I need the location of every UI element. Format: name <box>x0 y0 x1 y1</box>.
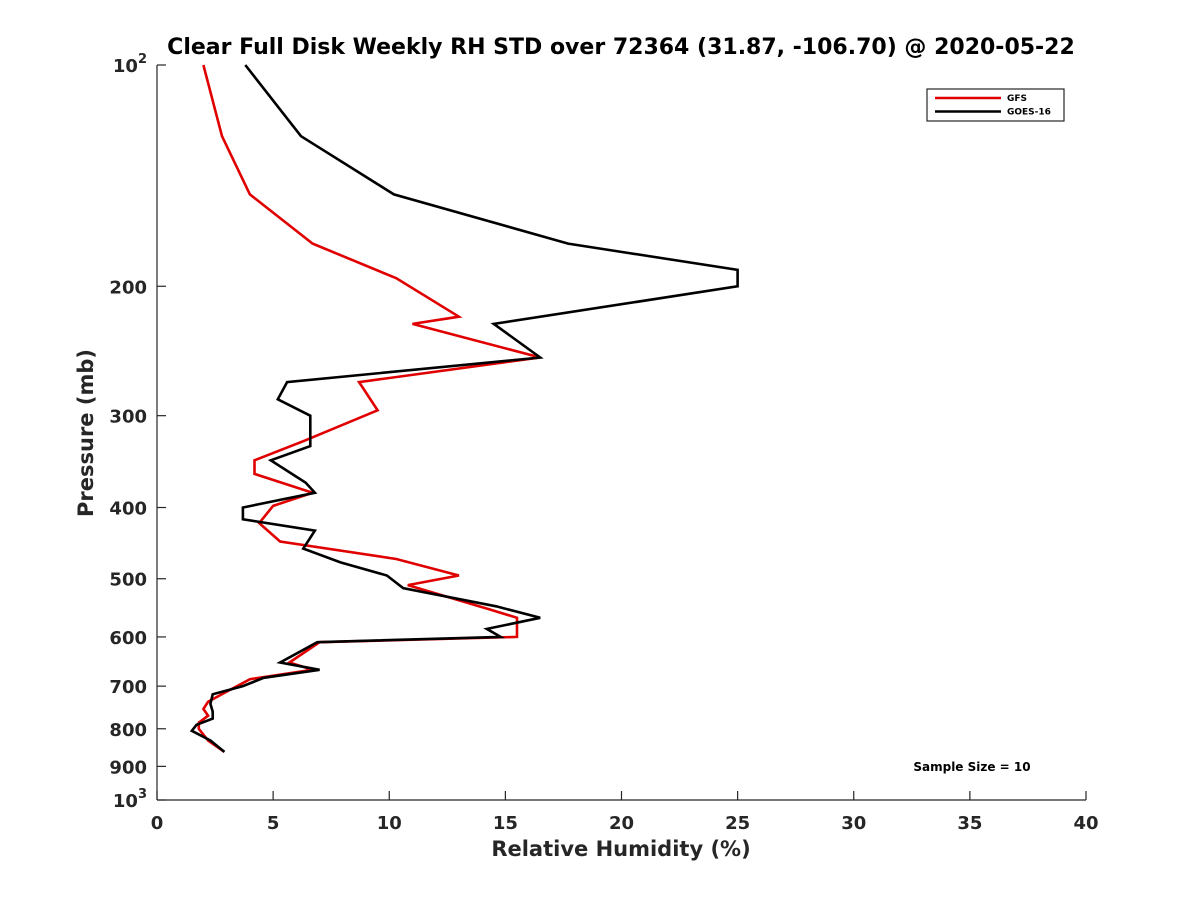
legend-label-goes-16: GOES-16 <box>1007 108 1051 118</box>
y-tick-label: 900 <box>109 757 147 778</box>
legend: GFS GOES-16 <box>926 88 1065 122</box>
y-tick-label: 300 <box>109 407 147 428</box>
y-tick-label: 102 <box>113 52 147 77</box>
y-tick-exponent: 3 <box>138 787 147 802</box>
x-tick-label: 35 <box>957 813 982 834</box>
y-tick-label: 500 <box>109 570 147 591</box>
y-tick-base: 10 <box>113 791 138 812</box>
x-tick-label: 10 <box>377 813 402 834</box>
x-tick-label: 25 <box>725 813 750 834</box>
x-tick-label: 15 <box>493 813 518 834</box>
y-tick-label: 400 <box>109 499 147 520</box>
y-tick-label: 600 <box>109 628 147 649</box>
series-line-gfs <box>197 64 541 753</box>
sample-size-annotation: Sample Size = 10 <box>913 760 1030 774</box>
y-tick-exponent: 2 <box>138 52 147 67</box>
y-axis-label: Pressure (mb) <box>74 349 98 517</box>
y-tick-label: 103 <box>113 787 147 812</box>
x-tick-label: 0 <box>151 813 164 834</box>
x-tick-label: 40 <box>1073 813 1098 834</box>
legend-label-gfs: GFS <box>1007 94 1027 104</box>
plot-area <box>156 65 1086 801</box>
chart-title: Clear Full Disk Weekly RH STD over 72364… <box>167 35 1075 60</box>
x-tick-label: 30 <box>841 813 866 834</box>
y-tick-base: 10 <box>113 56 138 77</box>
x-axis-ticks: 0 5 10 15 20 25 30 35 40 <box>151 791 1099 834</box>
legend-box <box>926 88 1065 122</box>
series-line-goes-16 <box>189 64 739 753</box>
x-axis-label: Relative Humidity (%) <box>491 837 750 861</box>
y-tick-label: 800 <box>109 720 147 741</box>
x-tick-label: 20 <box>609 813 634 834</box>
series-layer <box>189 64 739 753</box>
y-tick-label: 200 <box>109 277 147 298</box>
x-tick-label: 5 <box>267 813 280 834</box>
y-tick-label: 700 <box>109 677 147 698</box>
